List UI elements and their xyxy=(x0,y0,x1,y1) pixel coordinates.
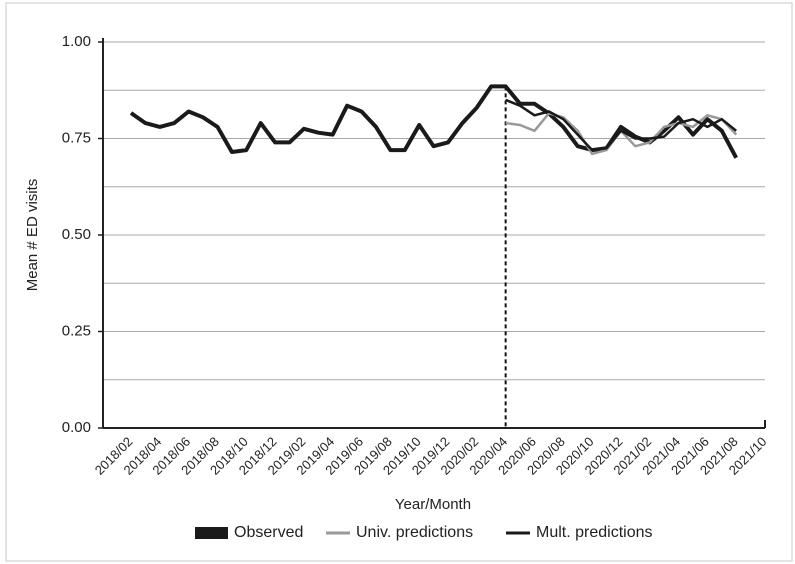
series-line xyxy=(129,84,738,159)
y-axis-title: Mean # ED visits xyxy=(24,179,41,292)
legend-label: Mult. predictions xyxy=(536,524,653,541)
legend-swatch xyxy=(195,527,228,539)
legend-label: Univ. predictions xyxy=(356,524,473,541)
y-tick-label: 0.00 xyxy=(62,419,91,436)
y-tick-label: 1.00 xyxy=(62,33,91,50)
y-tick-label: 0.75 xyxy=(62,129,91,146)
y-tick-label: 0.25 xyxy=(62,322,91,339)
legend-label: Observed xyxy=(234,524,303,541)
series-line xyxy=(505,112,738,156)
y-tick-label: 0.50 xyxy=(62,226,91,243)
x-axis-title: Year/Month xyxy=(395,496,471,513)
frame xyxy=(5,2,793,562)
series-line xyxy=(505,98,737,152)
